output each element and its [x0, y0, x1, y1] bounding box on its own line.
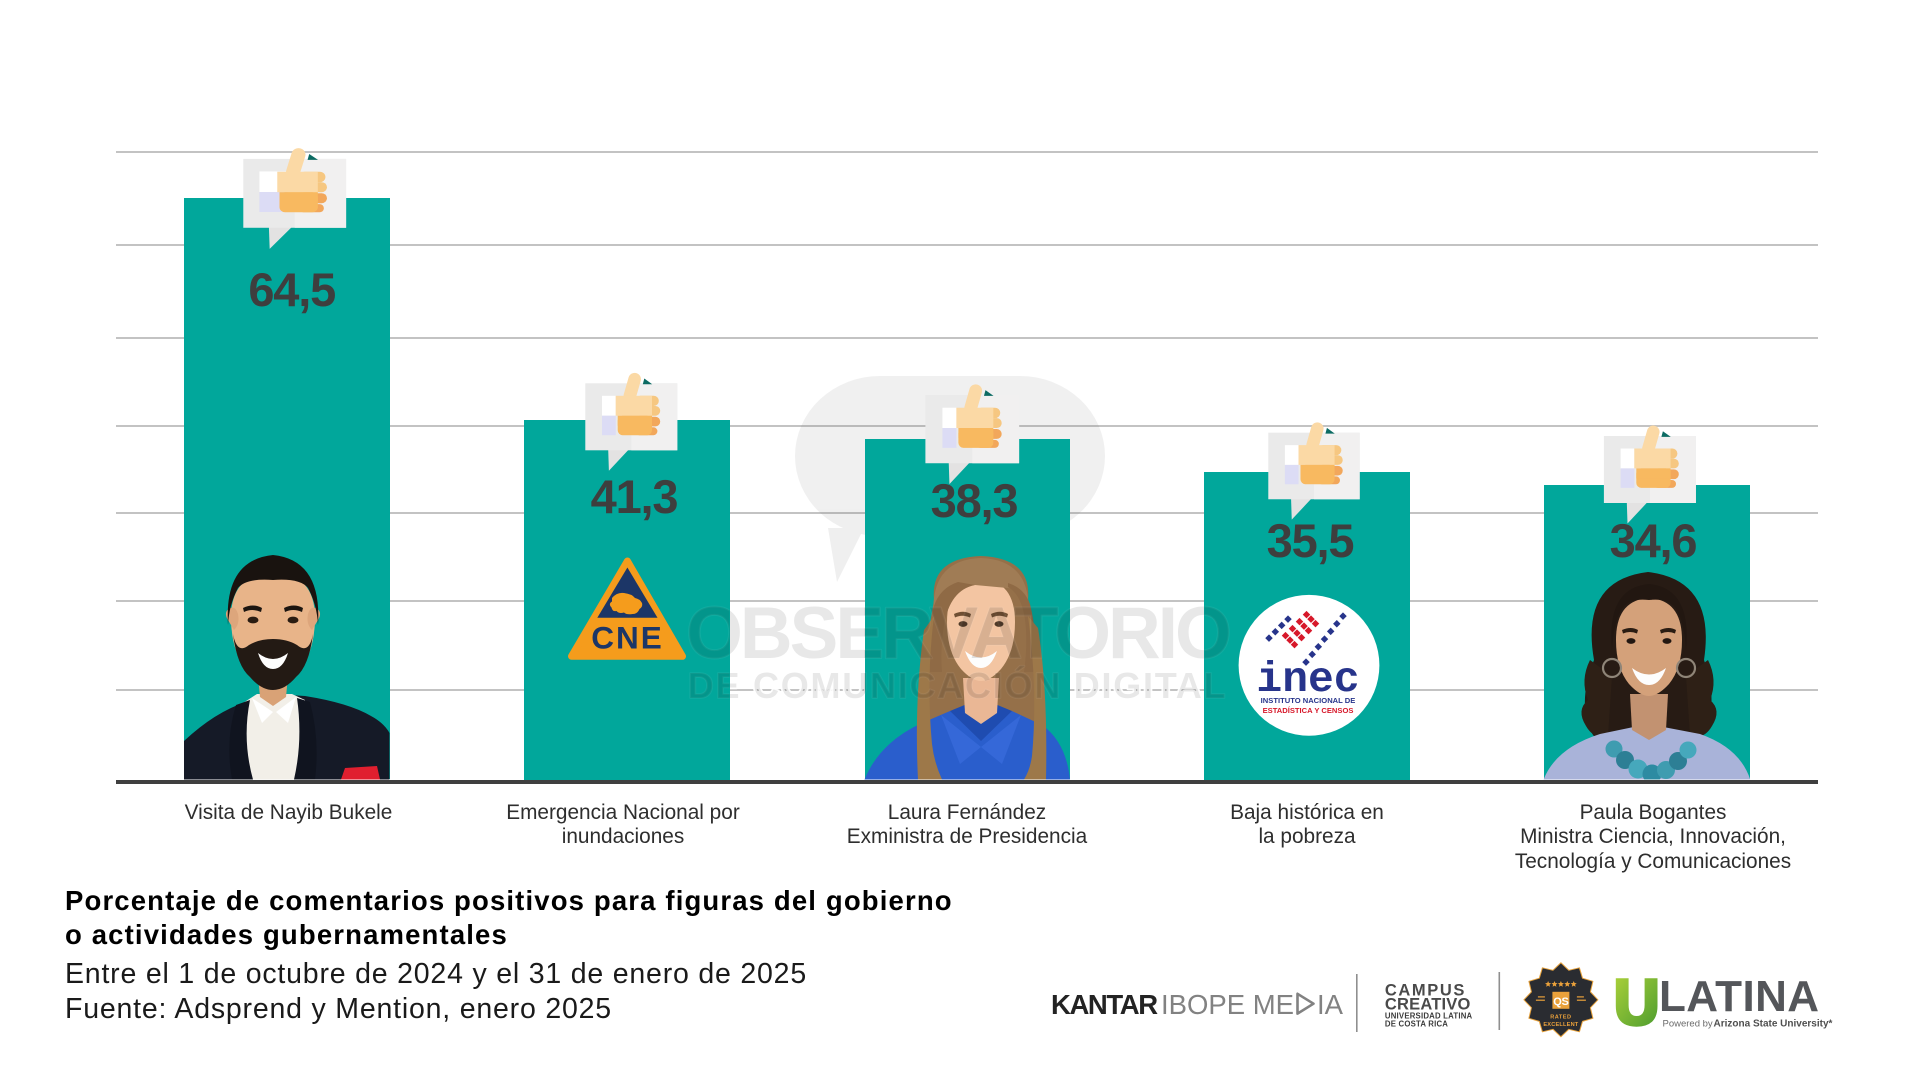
svg-text:QS: QS [1553, 996, 1568, 1008]
svg-text:IA: IA [1317, 989, 1344, 1020]
svg-text:DE COSTA RICA: DE COSTA RICA [1385, 1020, 1448, 1029]
svg-text:Powered by: Powered by [1663, 1019, 1713, 1030]
svg-text:inec: inec [1256, 655, 1359, 704]
svg-text:CAMPUS: CAMPUS [1385, 981, 1466, 999]
svg-text:CREATIVO: CREATIVO [1385, 996, 1471, 1014]
svg-text:KANTAR: KANTAR [1051, 989, 1158, 1020]
svg-text:Arizona State University*: Arizona State University* [1714, 1019, 1833, 1030]
svg-text:EXCELLENT: EXCELLENT [1543, 1022, 1578, 1028]
svg-text:IBOPE ME: IBOPE ME [1161, 989, 1294, 1020]
svg-text:RATED: RATED [1550, 1014, 1571, 1020]
svg-text:INSTITUTO NACIONAL DE: INSTITUTO NACIONAL DE [1261, 696, 1356, 705]
svg-text:UNIVERSIDAD LATINA: UNIVERSIDAD LATINA [1385, 1012, 1473, 1021]
svg-text:LATINA: LATINA [1659, 972, 1819, 1021]
svg-text:CNE: CNE [591, 620, 664, 656]
svg-text:ESTADÍSTICA Y CENSOS: ESTADÍSTICA Y CENSOS [1263, 706, 1354, 715]
